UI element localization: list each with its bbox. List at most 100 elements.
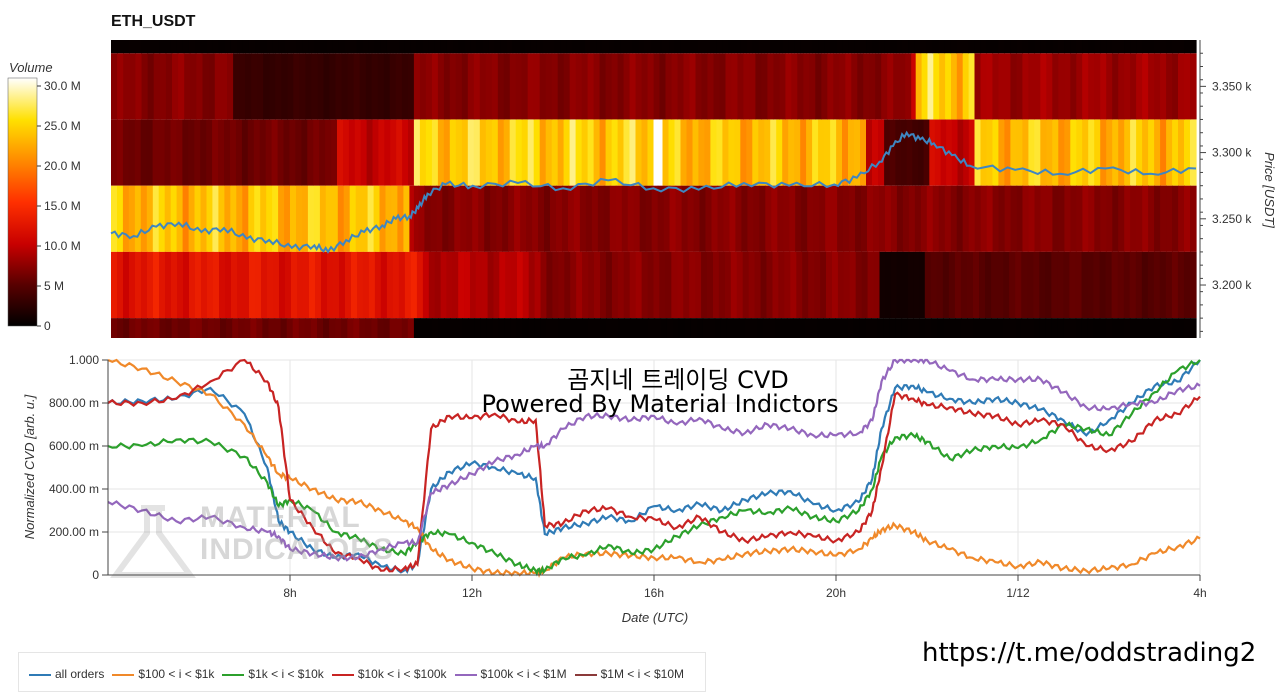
- heatmap-cell: [291, 251, 298, 319]
- heatmap-cell: [617, 119, 625, 186]
- legend-item[interactable]: $10k < i < $100k: [331, 667, 447, 681]
- heatmap-cell: [1064, 185, 1071, 252]
- heatmap-cell: [752, 119, 759, 186]
- heatmap-cell: [1052, 185, 1059, 252]
- heatmap-cell: [737, 53, 744, 120]
- heatmap-cell: [389, 318, 397, 338]
- heatmap-cell: [629, 119, 637, 186]
- heatmap-cell: [1190, 185, 1197, 252]
- heatmap-cell: [611, 53, 619, 120]
- heatmap-cell: [153, 318, 161, 338]
- heatmap-cell: [512, 40, 520, 54]
- heatmap-cell: [1021, 318, 1029, 338]
- heatmap-cell: [129, 318, 136, 338]
- heatmap-cell: [431, 318, 439, 338]
- heatmap-cell: [1033, 251, 1040, 319]
- heatmap-cell: [1004, 53, 1011, 120]
- heatmap-cell: [239, 53, 246, 120]
- heatmap-cell: [962, 53, 970, 120]
- heatmap-cell: [569, 53, 577, 120]
- heatmap-cell: [796, 251, 803, 319]
- heatmap-cell: [365, 53, 373, 120]
- heatmap-cell: [1105, 251, 1113, 319]
- heatmap-cell: [611, 251, 619, 319]
- heatmap-cell: [962, 185, 970, 252]
- heatmap-cell: [262, 318, 270, 338]
- legend-item[interactable]: all orders: [29, 667, 104, 681]
- heatmap-cell: [603, 185, 611, 252]
- cvd-axes: 0 200.00 m 400.00 m 600.00 m 800.00 m 1.000 8h…: [22, 353, 1207, 625]
- legend-item[interactable]: $100 < i < $1k: [112, 667, 214, 681]
- heatmap-cell: [626, 40, 634, 54]
- heatmap-cell: [930, 251, 938, 319]
- heatmap-cell: [111, 53, 118, 120]
- heatmap-cell: [1160, 53, 1167, 120]
- heatmap-cell: [396, 119, 403, 186]
- heatmap-cell: [201, 318, 209, 338]
- heatmap-cell: [434, 251, 442, 319]
- heatmap-cells: [111, 40, 1197, 338]
- heatmap-cell: [1142, 119, 1149, 186]
- heatmap-cell: [146, 119, 154, 186]
- heatmap-cell: [1190, 251, 1197, 319]
- legend: all orders $100 < i < $1k $1k < i < $10k $1…: [18, 652, 706, 692]
- heatmap-cell: [416, 251, 424, 319]
- heatmap-cell: [861, 251, 869, 319]
- heatmap-cell: [756, 318, 764, 338]
- heatmap-cell: [986, 185, 994, 252]
- heatmap-cell: [735, 185, 742, 252]
- heatmap-cell: [332, 40, 340, 54]
- heatmap-cell: [123, 53, 130, 120]
- heatmap-cell: [440, 40, 448, 54]
- heatmap-cell: [464, 40, 472, 54]
- heatmap-cell: [194, 185, 202, 252]
- heatmap-cell: [1190, 318, 1197, 338]
- legend-item[interactable]: $100k < i < $1M: [454, 667, 567, 681]
- heatmap-cell: [677, 251, 684, 319]
- heatmap-cell: [1184, 185, 1191, 252]
- heatmap-cell: [869, 53, 876, 120]
- heatmap-cell: [554, 40, 562, 54]
- legend-item[interactable]: $1k < i < $10k: [222, 667, 324, 681]
- heatmap-cell: [486, 318, 493, 338]
- heatmap-cell: [687, 185, 695, 252]
- heatmap-cell: [218, 119, 225, 186]
- heatmap-cell: [341, 318, 348, 338]
- price-tick-label: 3.350 k: [1212, 79, 1252, 93]
- heatmap-cell: [992, 40, 999, 54]
- x-tick-label: 4h: [1193, 586, 1206, 600]
- heatmap-cell: [1160, 40, 1167, 54]
- heatmap-cell: [740, 40, 747, 54]
- heatmap-cell: [986, 53, 994, 120]
- heatmap-cell: [1136, 185, 1143, 252]
- heatmap-cell: [635, 119, 643, 186]
- heatmap-cell: [558, 318, 565, 338]
- heatmap-cell: [357, 251, 364, 319]
- heatmap-cell: [641, 53, 649, 120]
- heatmap-cell: [117, 318, 124, 338]
- heatmap-cell: [659, 251, 666, 319]
- heatmap-cell: [536, 40, 544, 54]
- heatmap-cell: [1022, 119, 1029, 186]
- heatmap-cell: [183, 318, 191, 338]
- heatmap-cell: [854, 40, 861, 54]
- heatmap-cell: [1016, 185, 1024, 252]
- heatmap-cell: [997, 318, 1005, 338]
- heatmap-cell: [278, 40, 286, 54]
- heatmap-cell: [347, 53, 355, 120]
- heatmap-cell: [815, 53, 822, 120]
- colorbar-tick-label: 5 M: [44, 279, 64, 293]
- heatmap-cell: [1166, 185, 1173, 252]
- heatmap-cell: [680, 40, 688, 54]
- heatmap-cell: [1124, 119, 1131, 186]
- heatmap-cell: [1046, 185, 1054, 252]
- legend-item[interactable]: $1M < i < $10M: [574, 667, 684, 681]
- heatmap-cell: [538, 185, 545, 252]
- heatmap-cell: [147, 40, 154, 54]
- heatmap-cell: [292, 318, 300, 338]
- heatmap-cell: [481, 251, 489, 319]
- heatmap-cell: [551, 119, 559, 186]
- heatmap-cell: [654, 318, 662, 338]
- footer-url[interactable]: https://t.me/oddstrading2: [922, 638, 1257, 668]
- heatmap-cell: [837, 251, 845, 319]
